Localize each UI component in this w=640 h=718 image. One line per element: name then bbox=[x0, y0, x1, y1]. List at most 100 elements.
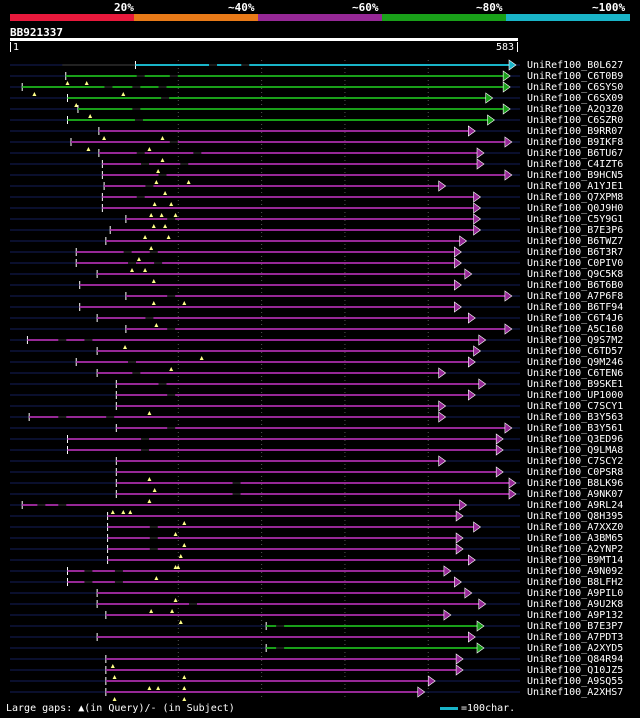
query-gap-marker bbox=[169, 202, 174, 206]
hit-row: UniRef100_A7XXZ0 bbox=[10, 521, 623, 536]
query-gap-marker bbox=[160, 158, 165, 162]
color-seg-40 bbox=[134, 14, 258, 21]
hit-label: UniRef100_C6T0B9 bbox=[527, 71, 623, 82]
hit-row: UniRef100_A3BM65 bbox=[10, 532, 623, 547]
hit-row: UniRef100_Q7XPM8 bbox=[10, 191, 623, 206]
hit-label: UniRef100_B8LFH2 bbox=[527, 577, 623, 588]
hit-label: UniRef100_Q0J9H0 bbox=[527, 203, 623, 214]
hit-row: UniRef100_A7PDT3 bbox=[10, 631, 623, 643]
hit-arrowhead bbox=[476, 158, 485, 170]
hit-label: UniRef100_B9RR07 bbox=[527, 126, 623, 137]
hit-arrowhead bbox=[455, 543, 464, 555]
query-gap-marker bbox=[147, 686, 152, 690]
hit-label: UniRef100_B6TF94 bbox=[527, 302, 623, 313]
query-gap-marker bbox=[156, 169, 161, 173]
hit-arrowhead bbox=[495, 444, 504, 456]
hit-row: UniRef100_A9NK07 bbox=[10, 488, 623, 503]
query-gap-marker bbox=[147, 147, 152, 151]
query-gap-marker bbox=[159, 213, 164, 217]
query-gap-marker bbox=[170, 609, 175, 613]
hit-row: UniRef100_B7E3P6 bbox=[10, 224, 623, 239]
hit-label: UniRef100_C0PSR8 bbox=[527, 467, 623, 478]
query-gap-marker bbox=[182, 697, 187, 701]
query-gap-marker bbox=[121, 510, 126, 514]
hit-label: UniRef100_A9P132 bbox=[527, 610, 623, 621]
query-gap-marker bbox=[32, 92, 37, 96]
query-gap-marker bbox=[182, 675, 187, 679]
hit-row: UniRef100_A2XHS7 bbox=[10, 686, 623, 701]
query-gap-marker bbox=[110, 664, 115, 668]
hit-arrowhead bbox=[473, 191, 482, 203]
hit-label: UniRef100_Q9LMA8 bbox=[527, 445, 623, 456]
query-gap-marker bbox=[199, 356, 204, 360]
hit-arrowhead bbox=[427, 675, 436, 687]
hit-arrowhead bbox=[502, 70, 511, 82]
query-gap-marker bbox=[178, 554, 183, 558]
hit-arrowhead bbox=[487, 114, 495, 126]
hit-row: UniRef100_Q9S7M2 bbox=[10, 334, 623, 349]
hit-row: UniRef100_B6T3R7 bbox=[10, 246, 623, 261]
query-gap-marker bbox=[88, 114, 93, 118]
query-gap-marker bbox=[151, 279, 156, 283]
hit-label: UniRef100_A9NK07 bbox=[527, 489, 623, 500]
hit-label: UniRef100_C7SCY2 bbox=[527, 456, 623, 467]
query-gap-marker bbox=[147, 477, 152, 481]
ruler-end-tick bbox=[517, 42, 518, 52]
hit-row: UniRef100_B8LK96 bbox=[10, 477, 623, 492]
query-gap-marker bbox=[151, 224, 156, 228]
scale-key-text: =100char. bbox=[461, 703, 516, 714]
hit-row: UniRef100_A9U2K8 bbox=[10, 598, 623, 613]
hit-arrowhead bbox=[473, 345, 482, 357]
hit-row: UniRef100_Q9M246 bbox=[10, 356, 623, 371]
hit-arrowhead bbox=[438, 180, 447, 192]
hit-row: UniRef100_C6TEN6 bbox=[10, 367, 623, 379]
hit-arrowhead bbox=[468, 125, 476, 137]
hit-row: UniRef100_C7SCY2 bbox=[10, 455, 623, 467]
query-gap-marker bbox=[163, 224, 168, 228]
scale-key: =100char. bbox=[440, 703, 515, 714]
hit-arrowhead bbox=[468, 631, 476, 643]
hit-label: UniRef100_B9MT14 bbox=[527, 555, 623, 566]
hit-row: UniRef100_Q3ED96 bbox=[10, 433, 623, 445]
hit-label: UniRef100_B3Y561 bbox=[527, 423, 623, 434]
hit-row: UniRef100_C6T4J6 bbox=[10, 312, 623, 327]
hit-arrowhead bbox=[454, 279, 462, 291]
query-gap-marker bbox=[176, 565, 181, 569]
hit-label: UniRef100_B6T3R7 bbox=[527, 247, 623, 258]
score-scale-labels: 20% ~40% ~60% ~80% ~100% bbox=[0, 0, 640, 14]
query-gap-marker bbox=[149, 609, 154, 613]
gap-legend: Large gaps: ▲(in Query)/- (in Subject) bbox=[6, 703, 235, 714]
hit-row: UniRef100_B9HCN5 bbox=[10, 169, 623, 184]
hit-arrowhead bbox=[455, 532, 464, 544]
hit-row: UniRef100_A9PIL0 bbox=[10, 587, 623, 602]
hit-row: UniRef100_A5C160 bbox=[10, 323, 623, 335]
hit-arrowhead bbox=[504, 169, 513, 181]
hit-arrowhead bbox=[485, 92, 494, 104]
query-gap-marker bbox=[182, 543, 187, 547]
hit-label: UniRef100_C6SZR0 bbox=[527, 115, 623, 126]
query-gap-marker bbox=[86, 147, 91, 151]
hit-label: UniRef100_C6T4J6 bbox=[527, 313, 623, 324]
query-gap-marker bbox=[154, 180, 159, 184]
query-gap-marker bbox=[173, 565, 178, 569]
query-gap-marker bbox=[129, 268, 134, 272]
query-gap-marker bbox=[163, 191, 168, 195]
hit-label: UniRef100_C0PIV0 bbox=[527, 258, 623, 269]
hit-label: UniRef100_Q3ED96 bbox=[527, 434, 623, 445]
query-gap-marker bbox=[160, 136, 165, 140]
score-color-bar bbox=[10, 14, 630, 21]
hit-label: UniRef100_B9HCN5 bbox=[527, 170, 623, 181]
query-gap-marker bbox=[112, 697, 117, 701]
hit-row: UniRef100_Q8H395 bbox=[10, 510, 623, 525]
query-gap-marker bbox=[173, 598, 178, 602]
hit-label: UniRef100_B7E3P6 bbox=[527, 225, 623, 236]
query-gap-marker bbox=[182, 686, 187, 690]
hit-label: UniRef100_B6TU67 bbox=[527, 148, 623, 159]
scale-label-60: ~60% bbox=[352, 1, 379, 14]
hit-row: UniRef100_B9MT14 bbox=[10, 554, 623, 569]
hit-arrowhead bbox=[476, 620, 485, 632]
hit-label: UniRef100_Q9M246 bbox=[527, 357, 623, 368]
hit-arrowhead bbox=[508, 477, 517, 489]
hit-arrowhead bbox=[464, 587, 473, 599]
